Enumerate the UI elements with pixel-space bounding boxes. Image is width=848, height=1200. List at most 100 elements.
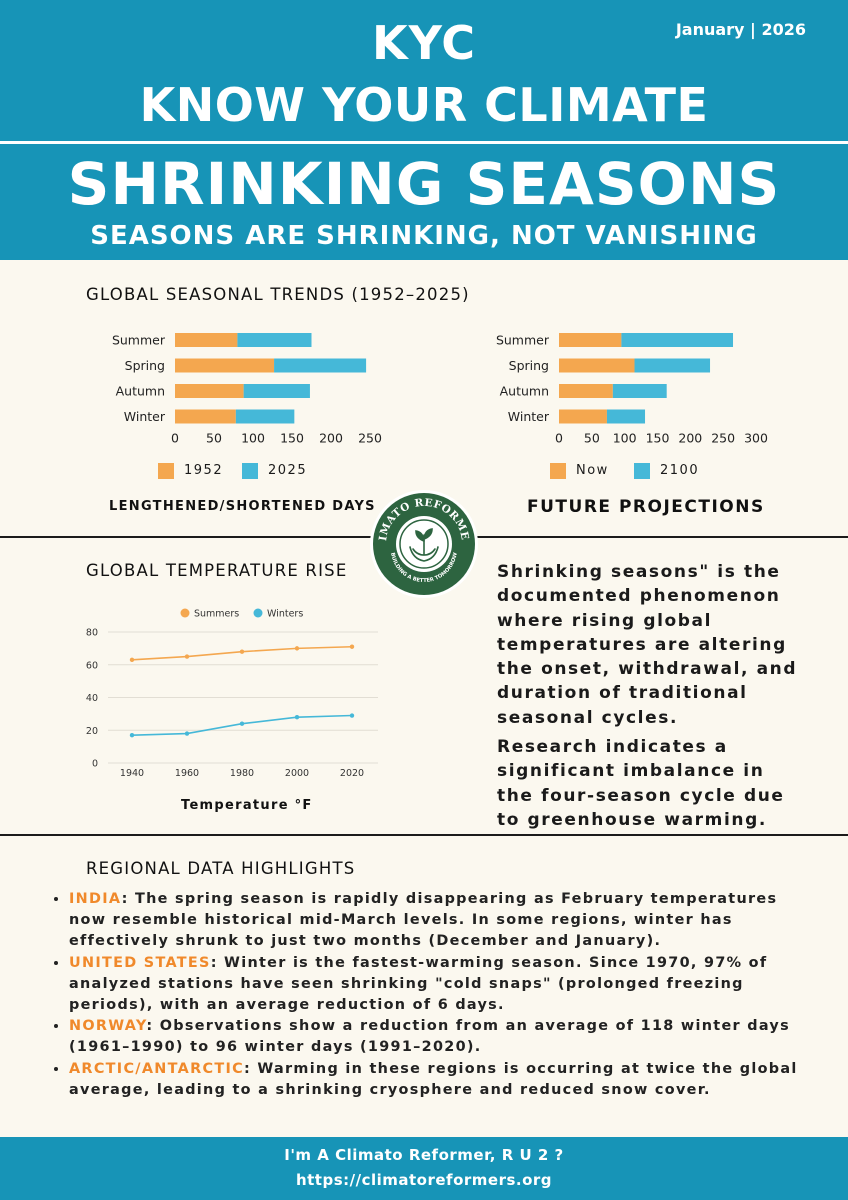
- legend-swatch-1952: [158, 463, 174, 479]
- bar-2025-winter: [235, 409, 295, 424]
- data-point-summers: [129, 657, 135, 663]
- bar-1952-spring: [175, 358, 275, 373]
- section-divider-2: [0, 834, 848, 836]
- data-point-winters: [129, 732, 135, 738]
- x-tick-label: 50: [584, 431, 600, 446]
- x-tick-label: 150: [646, 431, 670, 446]
- page-title: SHRINKING SEASONS: [67, 150, 781, 218]
- data-point-summers: [184, 654, 190, 659]
- y-tick-label: 20: [86, 726, 98, 737]
- data-point-summers: [349, 644, 355, 649]
- issue-date: January | 2026: [675, 20, 806, 39]
- region-label: NORWAY: [69, 1018, 147, 1035]
- legend-label-now: Now: [576, 463, 609, 478]
- line-chart-temperature: 0 20 40 60 80 1940 1960 1980 2000 2020 Summers Wint…: [86, 608, 378, 779]
- data-point-winters: [239, 721, 245, 726]
- region-label: INDIA: [69, 891, 122, 907]
- bar-1952-autumn: [175, 384, 244, 398]
- y-tick-label: 60: [86, 660, 98, 671]
- legend-left: 1952 2025: [158, 462, 358, 482]
- header-banner: January | 2026 KYC KNOW YOUR CLIMATE SHR…: [0, 0, 848, 260]
- data-point-winters: [294, 714, 300, 720]
- category-label: Winter: [124, 409, 166, 424]
- region-text: : The spring season is rapidly disappear…: [69, 891, 778, 950]
- x-tick-label: 150: [280, 431, 304, 446]
- list-item: UNITED STATES: Winter is the fastest-war…: [69, 953, 812, 1017]
- bar-1952-winter: [175, 409, 236, 424]
- category-label: Spring: [509, 358, 549, 373]
- x-tick-label: 1960: [175, 768, 199, 779]
- legend-marker-summers: [180, 608, 190, 618]
- y-tick-label: 80: [86, 628, 98, 639]
- legend-right: Now 2100: [550, 462, 750, 482]
- x-tick-label: 0: [555, 431, 563, 446]
- legend-swatch-2025: [242, 463, 258, 479]
- legend-swatch-now: [550, 463, 566, 479]
- x-tick-label: 250: [358, 431, 382, 446]
- temperature-heading: GLOBAL TEMPERATURE RISE: [86, 561, 348, 580]
- x-tick-label: 2020: [340, 768, 364, 779]
- region-text: : Warming in these regions is occurring …: [69, 1060, 798, 1098]
- bar-Now-winter: [559, 409, 607, 424]
- x-tick-label: 250: [711, 431, 735, 446]
- y-tick-label: 0: [92, 759, 98, 770]
- category-label: Summer: [112, 333, 166, 348]
- x-tick-label: 200: [678, 431, 702, 446]
- x-tick-label: 1940: [120, 768, 144, 779]
- description-text: Shrinking seasons" is the documented phe…: [497, 560, 807, 837]
- bar-chart-svg: Summer Spring Autumn Winter 0 50 100 150 200 250: [112, 333, 382, 446]
- bar-Now-spring: [559, 358, 635, 373]
- regional-list: INDIA: The spring season is rapidly disa…: [52, 889, 812, 1101]
- region-label: ARCTIC/ANTARCTIC: [69, 1060, 244, 1077]
- bar-2025-spring: [274, 358, 367, 373]
- bar-chart-svg: Summer Spring Autumn Winter 0 50 100 150 200 250 3…: [496, 333, 768, 446]
- category-label: Summer: [496, 333, 550, 348]
- legend-label-1952: 1952: [184, 463, 224, 478]
- category-label: Winter: [508, 409, 550, 424]
- description-para-2: Research indicates a significant imbalan…: [497, 737, 785, 830]
- footer-banner: I'm A Climato Reformer, R U 2 ? https://…: [0, 1137, 848, 1200]
- brand-short: KYC: [371, 16, 477, 70]
- legend-label-2025: 2025: [268, 463, 308, 478]
- data-point-winters: [349, 713, 355, 718]
- climato-reformers-logo: CLIMATO REFORMERS BUILDING A BETTER TOMO…: [369, 489, 478, 598]
- category-label: Autumn: [500, 384, 549, 399]
- legend-marker-winters: [253, 608, 263, 618]
- line-chart-xlabel: Temperature °F: [181, 798, 313, 813]
- category-label: Spring: [125, 358, 165, 373]
- region-text: : Winter is the fastest-warming season. …: [69, 954, 768, 1014]
- page-subtitle: SEASONS ARE SHRINKING, NOT VANISHING: [90, 221, 758, 251]
- bar-Now-autumn: [559, 384, 613, 398]
- x-tick-label: 300: [744, 431, 768, 446]
- y-tick-label: 40: [86, 693, 98, 704]
- list-item: NORWAY: Observations show a reduction fr…: [69, 1016, 812, 1058]
- description-para-1: Shrinking seasons" is the documented phe…: [497, 562, 798, 728]
- legend-swatch-2100: [634, 463, 650, 479]
- data-point-summers: [239, 649, 245, 654]
- bar-2100-spring: [634, 358, 711, 373]
- list-item: INDIA: The spring season is rapidly disa…: [69, 889, 812, 953]
- x-tick-label: 100: [241, 431, 265, 446]
- x-tick-label: 1980: [230, 768, 254, 779]
- bar-2100-summer: [621, 333, 734, 347]
- bar-2025-summer: [237, 333, 312, 347]
- x-tick-label: 0: [171, 431, 179, 446]
- region-text: : Observations show a reduction from an …: [69, 1018, 790, 1056]
- x-tick-label: 100: [613, 431, 637, 446]
- caption-lengthened-days: LENGTHENED/SHORTENED DAYS: [109, 499, 376, 514]
- list-item: ARCTIC/ANTARCTIC: Warming in these regio…: [69, 1059, 812, 1101]
- region-label: UNITED STATES: [69, 954, 211, 971]
- caption-future-projections: FUTURE PROJECTIONS: [527, 497, 765, 517]
- bar-chart-lengthened-days: Summer Spring Autumn Winter 0 50 100 150 200 250: [100, 325, 400, 446]
- legend-label-2100: 2100: [660, 463, 700, 478]
- data-point-winters: [184, 731, 190, 736]
- x-tick-label: 50: [206, 431, 222, 446]
- x-tick-label: 2000: [285, 768, 309, 779]
- footer-slogan: I'm A Climato Reformer, R U 2 ?: [284, 1146, 564, 1164]
- bar-Now-summer: [559, 333, 622, 347]
- category-label: Autumn: [116, 384, 165, 399]
- bar-2100-winter: [606, 409, 646, 424]
- legend-label-winters: Winters: [267, 609, 303, 620]
- regional-heading: REGIONAL DATA HIGHLIGHTS: [86, 859, 356, 878]
- footer-website-link[interactable]: https://climatoreformers.org: [295, 1171, 553, 1189]
